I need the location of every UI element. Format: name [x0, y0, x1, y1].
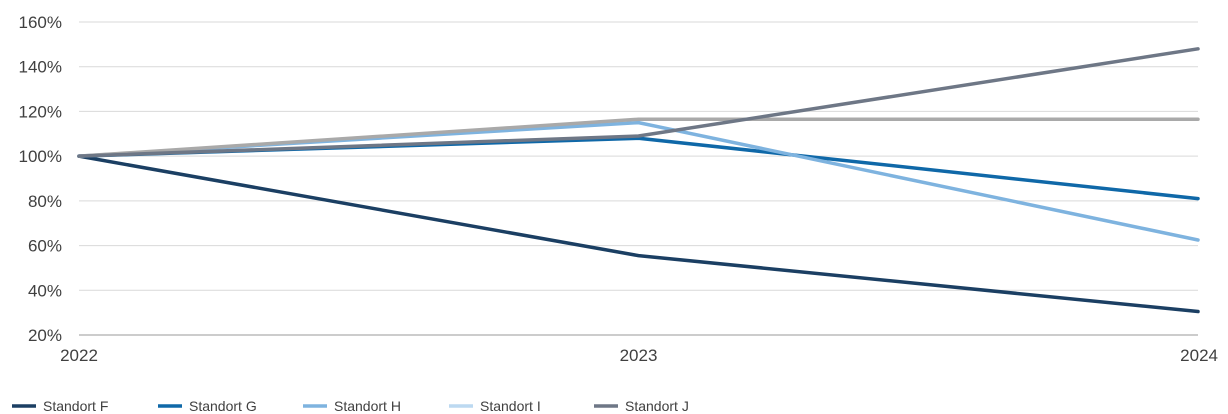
series-lines: [77, 47, 1200, 314]
grid-lines: [79, 21, 1198, 336]
x-tick-label: 2022: [60, 346, 98, 365]
y-tick-label: 40%: [28, 281, 62, 300]
series-line-standort-f: [77, 154, 1200, 314]
legend-label: Standort F: [43, 398, 108, 414]
legend-label: Standort G: [189, 398, 257, 414]
legend-label: Standort I: [480, 398, 541, 414]
y-tick-label: 80%: [28, 192, 62, 211]
x-axis-ticks: 2022 2023 2024: [60, 346, 1218, 365]
legend-label: Standort J: [625, 398, 689, 414]
y-tick-label: 100%: [19, 147, 62, 166]
y-tick-label: 140%: [19, 58, 62, 77]
legend: Standort F Standort G Standort H Standort I…: [12, 398, 689, 414]
y-tick-label: 20%: [28, 326, 62, 345]
y-tick-label: 120%: [19, 102, 62, 121]
x-tick-label: 2024: [1180, 346, 1218, 365]
series-line-standort-j: [77, 47, 1200, 158]
y-tick-label: 160%: [19, 13, 62, 32]
y-axis-ticks: 20% 40% 60% 80% 100% 120% 140% 160%: [19, 13, 62, 345]
x-tick-label: 2023: [620, 346, 658, 365]
legend-label: Standort H: [334, 398, 401, 414]
series-line-standort-i: [77, 117, 1200, 158]
y-tick-label: 60%: [28, 237, 62, 256]
